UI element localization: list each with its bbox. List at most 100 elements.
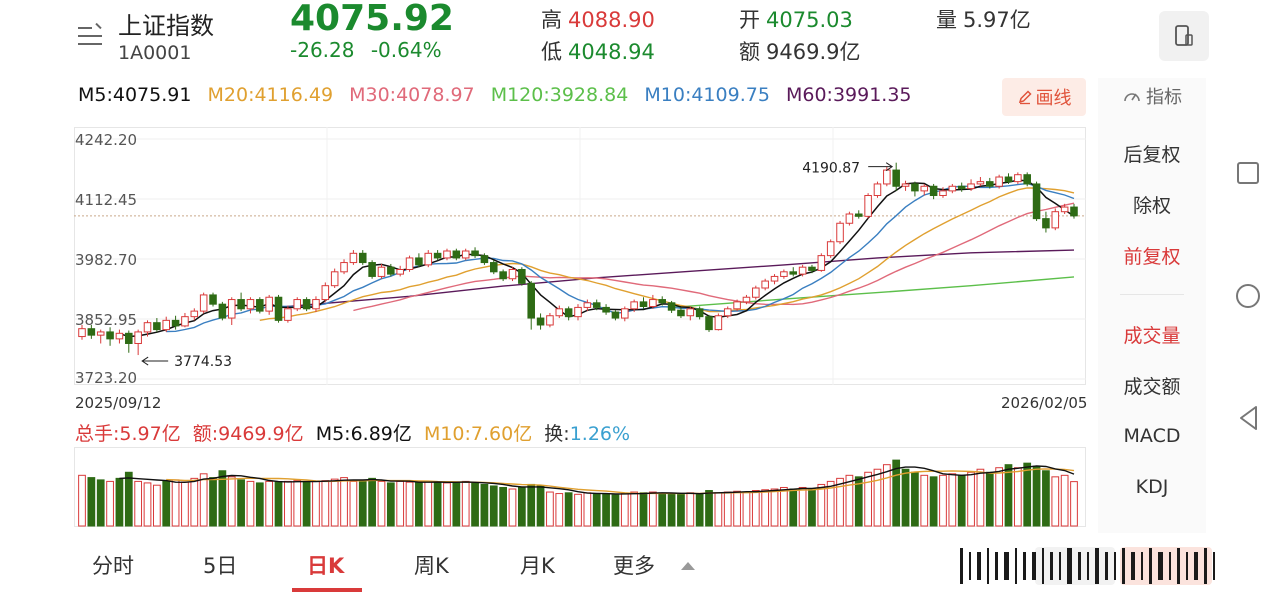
price-change: -26.28 -0.64%: [290, 38, 442, 62]
obscured-bar: [1023, 552, 1026, 580]
candle-body: [592, 302, 601, 308]
candle-body: [667, 302, 676, 311]
low-field: 低 4048.94: [541, 36, 655, 66]
candle-body: [433, 252, 442, 259]
volume-bar: [471, 482, 479, 527]
ma120-label: M120:3928.84: [490, 84, 629, 106]
system-nav-bar: [1222, 0, 1278, 592]
candle-body: [845, 213, 854, 224]
tab-intraday[interactable]: 分时: [92, 554, 134, 578]
tab-more[interactable]: 更多: [613, 554, 655, 578]
sidebar-item-volume[interactable]: 成交量: [1123, 324, 1181, 347]
ma30-label: M30:4078.97: [349, 84, 475, 106]
sidebar-item-forward-adjust[interactable]: 前复权: [1123, 245, 1181, 268]
recent-apps-icon[interactable]: [1237, 162, 1259, 184]
candle-body: [976, 181, 985, 185]
change-value: -26.28: [290, 38, 355, 62]
volume-bar: [321, 480, 330, 527]
y-tick-label: 3982.70: [75, 251, 137, 269]
volume-bar: [648, 491, 657, 527]
candle-body: [321, 285, 330, 301]
volume-ma5-line: [119, 465, 1075, 495]
sidebar-item-back-adjust[interactable]: 后复权: [1123, 143, 1181, 166]
tab-daily-k[interactable]: 日K: [307, 554, 345, 578]
candle-body: [630, 301, 638, 310]
y-tick-label: 3852.95: [75, 311, 137, 329]
volume-chart[interactable]: [74, 447, 1086, 527]
sidebar-item-macd[interactable]: MACD: [1123, 425, 1181, 447]
obscured-bar: [1050, 552, 1053, 580]
volume-bar: [452, 481, 461, 527]
max-price-arrow: [868, 162, 894, 172]
volume-bar: [508, 488, 517, 527]
volume-bar: [817, 483, 826, 527]
candle-body: [256, 299, 264, 312]
candle-body: [602, 306, 610, 313]
volume-bar: [920, 474, 929, 527]
back-icon[interactable]: [1236, 404, 1262, 432]
candle-body: [424, 252, 433, 266]
tab-5day[interactable]: 5日: [203, 554, 238, 578]
volume-bar: [1042, 470, 1050, 527]
kline-chart[interactable]: 4242.20 4112.45 3982.70 3852.95 3723.20 4190.…: [74, 127, 1086, 387]
change-percent: -0.64%: [370, 38, 442, 62]
volume-bar: [546, 491, 554, 527]
sidebar-item-kdj[interactable]: KDJ: [1135, 476, 1169, 498]
candle-body: [995, 176, 1003, 187]
low-label: 低: [541, 40, 562, 64]
tab-weekly-k[interactable]: 周K: [414, 554, 449, 578]
candle-body: [1042, 218, 1050, 229]
y-tick-label: 4112.45: [75, 191, 137, 209]
candle-body: [1004, 176, 1013, 183]
menu-icon[interactable]: [78, 22, 106, 48]
sidebar-item-amount[interactable]: 成交额: [1123, 375, 1181, 398]
candle-body: [153, 322, 161, 331]
obscured-bar: [1015, 548, 1017, 584]
candle-body: [939, 190, 947, 197]
home-icon[interactable]: [1236, 284, 1260, 308]
ma120-line: [671, 276, 1075, 309]
volume-bar: [284, 480, 292, 527]
active-tab-underline: [292, 588, 362, 592]
volume-bar: [705, 490, 713, 527]
volume-bar: [602, 493, 610, 527]
candle-body: [246, 299, 255, 310]
draw-line-button[interactable]: 画线: [1002, 78, 1086, 116]
sidebar-item-ex-rights[interactable]: 除权: [1132, 194, 1171, 217]
candle-body: [920, 185, 929, 192]
pencil-icon: [1018, 90, 1032, 105]
min-price-label: 3774.53: [174, 354, 232, 370]
candle-body: [218, 303, 227, 319]
candle-body: [564, 308, 573, 318]
volume-bar: [892, 459, 901, 527]
candle-body: [770, 275, 779, 282]
volume-bar: [574, 493, 582, 527]
obscured-bar: [1158, 552, 1163, 580]
volume-bar: [1060, 474, 1069, 527]
volume-bar: [405, 481, 414, 527]
tab-monthly-k[interactable]: 月K: [520, 554, 555, 578]
obscured-bar: [1087, 552, 1089, 580]
volume-bar: [751, 490, 760, 527]
obscured-bar: [1131, 552, 1135, 580]
obscured-bar: [1141, 552, 1143, 580]
volume-bar: [340, 477, 348, 527]
candle-body: [611, 311, 620, 319]
indicator-label: 指标: [1146, 87, 1182, 108]
device-toggle-button[interactable]: [1159, 11, 1209, 61]
candle-body: [358, 252, 367, 264]
caret-up-icon[interactable]: [681, 562, 695, 570]
volume-bar: [957, 474, 966, 527]
obscured-bar: [1004, 552, 1009, 580]
volume-bar: [639, 492, 648, 527]
candle-body: [143, 322, 152, 333]
volume-bar: [864, 471, 872, 527]
indicator-tab[interactable]: 指标: [1098, 78, 1206, 114]
turnover-label: 换:: [544, 423, 570, 445]
candle-body: [967, 183, 975, 190]
amount-label: 额: [739, 40, 760, 64]
obscured-bar: [1105, 552, 1108, 580]
low-value: 4048.94: [568, 40, 655, 64]
open-field: 开 4075.03: [739, 4, 853, 34]
volume-bar: [377, 480, 386, 527]
